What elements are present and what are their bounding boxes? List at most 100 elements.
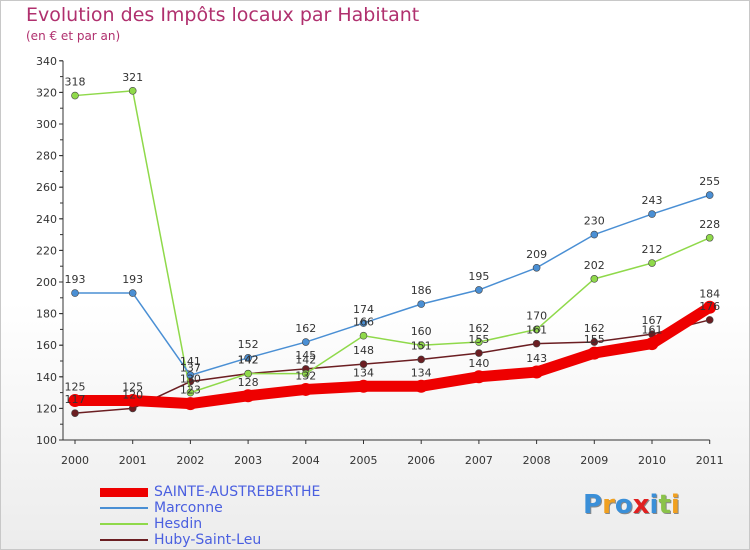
- data-label: 145: [295, 349, 316, 362]
- data-label: 152: [238, 338, 259, 351]
- chart-axes: 100 120 140 160 180 200 220 240 260 280 300 320 340 2…: [36, 55, 724, 467]
- y-tick-label: 240: [36, 213, 57, 226]
- data-label: 142: [238, 354, 259, 367]
- data-point: [359, 319, 368, 327]
- data-label: 120: [122, 388, 143, 401]
- data-point: [241, 389, 255, 403]
- data-label: 155: [468, 333, 489, 346]
- data-point: [645, 337, 659, 351]
- data-point: [532, 325, 541, 334]
- legend-swatch: [100, 539, 148, 541]
- y-tick-label: 160: [36, 339, 57, 352]
- data-point: [359, 331, 368, 340]
- data-label: 117: [65, 393, 86, 406]
- data-point: [128, 87, 137, 95]
- x-tick-label: 2011: [696, 454, 724, 467]
- data-point: [530, 365, 544, 379]
- data-label: 125: [65, 381, 86, 394]
- y-tick-label: 320: [36, 86, 57, 99]
- data-point: [126, 394, 140, 407]
- y-tick-label: 120: [36, 402, 57, 415]
- y-tick-label: 340: [36, 55, 57, 68]
- x-tick-label: 2005: [350, 454, 378, 467]
- data-label: 161: [642, 324, 663, 337]
- logo-letter: t: [658, 490, 671, 520]
- data-label: 228: [699, 218, 720, 231]
- data-point: [417, 355, 426, 364]
- data-label: 137: [180, 362, 201, 375]
- data-label: 230: [584, 215, 605, 228]
- series-line-marconne: [74, 194, 711, 376]
- y-tick-label: 180: [36, 308, 57, 321]
- logo-letter: r: [602, 490, 615, 520]
- data-label: 193: [122, 273, 143, 286]
- data-label: 321: [122, 71, 143, 84]
- data-label: 166: [353, 316, 374, 329]
- data-label: 143: [526, 352, 547, 365]
- data-label: 134: [411, 366, 432, 379]
- data-point: [244, 354, 252, 362]
- chart-title: Evolution des Impôts locaux par Habitant: [26, 4, 420, 26]
- logo-letter: i: [670, 490, 680, 520]
- x-tick-label: 2007: [465, 454, 493, 467]
- data-point: [648, 259, 656, 267]
- data-label: 167: [642, 314, 663, 327]
- data-point: [703, 300, 717, 314]
- chart-subtitle: (en € et par an): [26, 29, 121, 43]
- x-tick-label: 2000: [61, 454, 89, 467]
- x-tick-label: 2009: [580, 454, 608, 467]
- data-label: 128: [238, 376, 259, 389]
- legend-swatch: [100, 488, 148, 497]
- data-point: [244, 369, 252, 378]
- data-point: [532, 339, 541, 348]
- data-label: 130: [180, 373, 201, 386]
- data-point: [590, 275, 599, 283]
- data-point: [299, 382, 313, 396]
- data-point: [532, 263, 541, 272]
- y-tick-label: 280: [36, 150, 57, 163]
- data-label: 162: [468, 322, 489, 335]
- data-label: 212: [642, 243, 663, 256]
- data-label: 140: [468, 357, 489, 370]
- data-label: 195: [468, 270, 489, 283]
- data-label: 141: [180, 355, 201, 368]
- data-label: 186: [411, 284, 432, 297]
- data-label: 142: [295, 354, 316, 367]
- x-tick-label: 2001: [119, 454, 147, 467]
- data-label: 193: [65, 273, 86, 286]
- data-label: 155: [584, 333, 605, 346]
- data-point: [475, 338, 483, 346]
- data-label: 202: [584, 259, 605, 272]
- y-tick-label: 300: [36, 118, 57, 131]
- logo-letter: P: [583, 490, 603, 520]
- data-label: 125: [122, 381, 143, 394]
- data-point: [705, 191, 714, 199]
- y-tick-label: 100: [36, 434, 57, 447]
- data-point: [475, 349, 483, 357]
- y-tick-label: 220: [36, 244, 57, 257]
- data-point: [357, 379, 370, 393]
- data-point: [475, 286, 483, 294]
- x-tick-label: 2003: [234, 454, 262, 467]
- data-point: [301, 338, 310, 346]
- logo-letter: i: [649, 490, 659, 520]
- y-tick-label: 140: [36, 371, 57, 384]
- data-point: [417, 341, 426, 350]
- data-label: 209: [526, 248, 547, 261]
- data-point: [128, 289, 137, 297]
- logo-letter: x: [632, 490, 650, 520]
- x-tick-label: 2004: [292, 454, 320, 467]
- data-label: 148: [353, 344, 374, 357]
- data-point: [705, 316, 714, 324]
- data-point: [587, 346, 601, 360]
- legend-label: Hesdin: [154, 516, 203, 532]
- legend-label: Huby-Saint-Leu: [154, 532, 262, 548]
- data-label: 184: [699, 287, 720, 300]
- data-point: [590, 230, 599, 239]
- legend-label: Marconne: [154, 500, 223, 516]
- data-point: [71, 289, 79, 297]
- data-point: [414, 379, 428, 393]
- data-label: 162: [295, 322, 316, 335]
- data-label: 255: [699, 175, 720, 188]
